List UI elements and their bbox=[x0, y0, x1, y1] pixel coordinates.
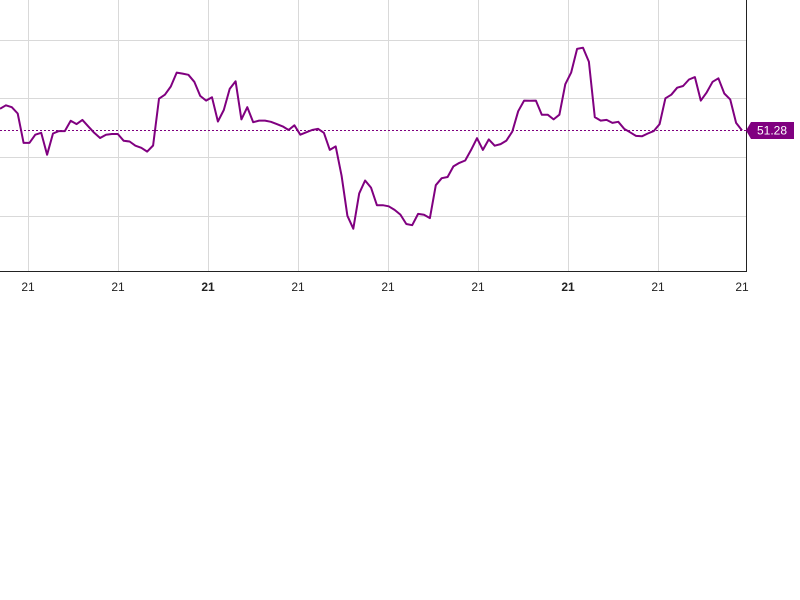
x-tick-labels: 21 21 21 21 21 21 21 21 21 bbox=[21, 280, 749, 294]
x-tick-label: 21 bbox=[471, 280, 485, 294]
x-tick-label: 21 bbox=[735, 280, 749, 294]
series-layer bbox=[0, 46, 743, 230]
last-value-label: 51.28 bbox=[757, 124, 787, 138]
series-line bbox=[0, 46, 743, 230]
x-tick-label: 21 bbox=[291, 280, 305, 294]
last-value-marker: 51.28 bbox=[0, 122, 794, 139]
x-tick-label: 21 bbox=[111, 280, 125, 294]
x-tick-label: 21 bbox=[651, 280, 665, 294]
x-tick-label: 21 bbox=[381, 280, 395, 294]
x-tick-label: 21 bbox=[201, 280, 215, 294]
x-tick-label: 21 bbox=[561, 280, 575, 294]
x-tick-label: 21 bbox=[21, 280, 35, 294]
axes bbox=[0, 0, 747, 272]
last-value-badge bbox=[746, 122, 794, 139]
